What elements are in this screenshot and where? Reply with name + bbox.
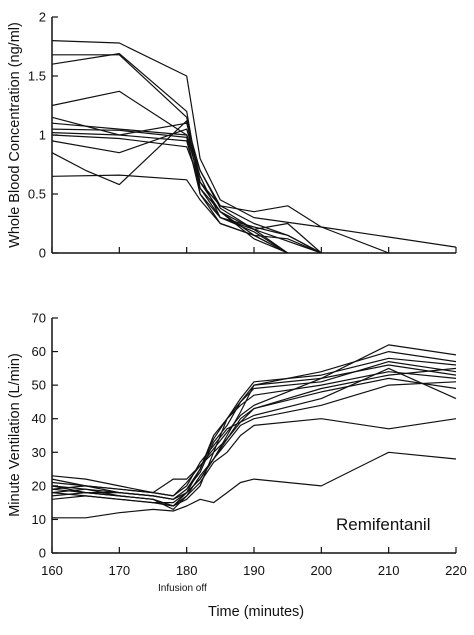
ventilation-ticks: 160 170 180 190 200 210 220 0 10 20 30 40 50 60 70 xyxy=(32,311,467,579)
ventilation-series-line-9 xyxy=(51,418,457,510)
concentration-ticks: 0 0.5 1 1.5 2 xyxy=(28,10,457,261)
concentration-series-line-11 xyxy=(51,174,322,254)
concentration-y-tick-label: 0.5 xyxy=(28,187,46,202)
concentration-series-line-7 xyxy=(51,132,322,254)
concentration-series-line-1 xyxy=(51,40,457,248)
ventilation-y-tick-label: 70 xyxy=(32,311,46,326)
ventilation-y-tick-label: 10 xyxy=(32,512,46,527)
infusion-off-annotation: Infusion off xyxy=(158,583,207,594)
ventilation-y-tick-label: 30 xyxy=(32,445,46,460)
ventilation-series-line-5 xyxy=(51,377,457,507)
ventilation-series-line-12 xyxy=(51,367,457,494)
ventilation-series-line-4 xyxy=(51,371,457,504)
ventilation-y-tick-label: 0 xyxy=(39,546,46,561)
ventilation-x-tick-label: 200 xyxy=(310,563,332,578)
ventilation-x-tick-label: 160 xyxy=(41,563,63,578)
concentration-series-line-5 xyxy=(51,116,322,254)
ventilation-x-tick-label: 180 xyxy=(176,563,198,578)
concentration-y-tick-label: 2 xyxy=(39,10,46,25)
concentration-series-line-2 xyxy=(52,54,322,254)
ventilation-x-tick-label: 190 xyxy=(243,563,265,578)
ventilation-series-line-6 xyxy=(51,364,457,497)
ventilation-y-tick-label: 20 xyxy=(32,478,46,493)
ventilation-series-line-1 xyxy=(51,344,457,500)
ventilation-series-line-7 xyxy=(51,367,457,497)
ventilation-x-tick-label: 220 xyxy=(445,563,467,578)
ventilation-series-line-8 xyxy=(51,381,457,507)
concentration-y-tick-label: 0 xyxy=(39,246,46,261)
concentration-y-tick-label: 1.5 xyxy=(28,69,46,84)
ventilation-x-tick-label: 210 xyxy=(378,563,400,578)
concentration-y-tick-label: 1 xyxy=(39,128,46,143)
ventilation-y-tick-label: 50 xyxy=(32,378,46,393)
time-axis-title: Time (minutes) xyxy=(208,604,304,620)
ventilation-series-line-2 xyxy=(51,357,457,507)
concentration-y-axis-title: Whole Blood Concentration (ng/ml) xyxy=(7,22,23,248)
concentration-series-line-4 xyxy=(51,90,389,254)
ventilation-y-tick-label: 60 xyxy=(32,344,46,359)
ventilation-series-line-10 xyxy=(52,451,457,519)
drug-annotation: Remifentanil xyxy=(336,515,431,534)
concentration-chart: 0 0.5 1 1.5 2 Whole Blood Concentration (ng/… xyxy=(7,10,457,261)
concentration-series-line-12 xyxy=(51,122,288,254)
concentration-series-line-10 xyxy=(51,120,288,254)
ventilation-y-axis-title: Minute Ventilation (L/min) xyxy=(7,353,23,517)
concentration-series-group xyxy=(51,40,457,254)
ventilation-chart: 160 170 180 190 200 210 220 0 10 20 30 40 50 60 70 Min… xyxy=(7,311,467,621)
ventilation-series-group xyxy=(51,344,457,519)
ventilation-series-line-11 xyxy=(51,351,457,500)
ventilation-y-tick-label: 40 xyxy=(32,411,46,426)
ventilation-x-tick-label: 170 xyxy=(108,563,130,578)
